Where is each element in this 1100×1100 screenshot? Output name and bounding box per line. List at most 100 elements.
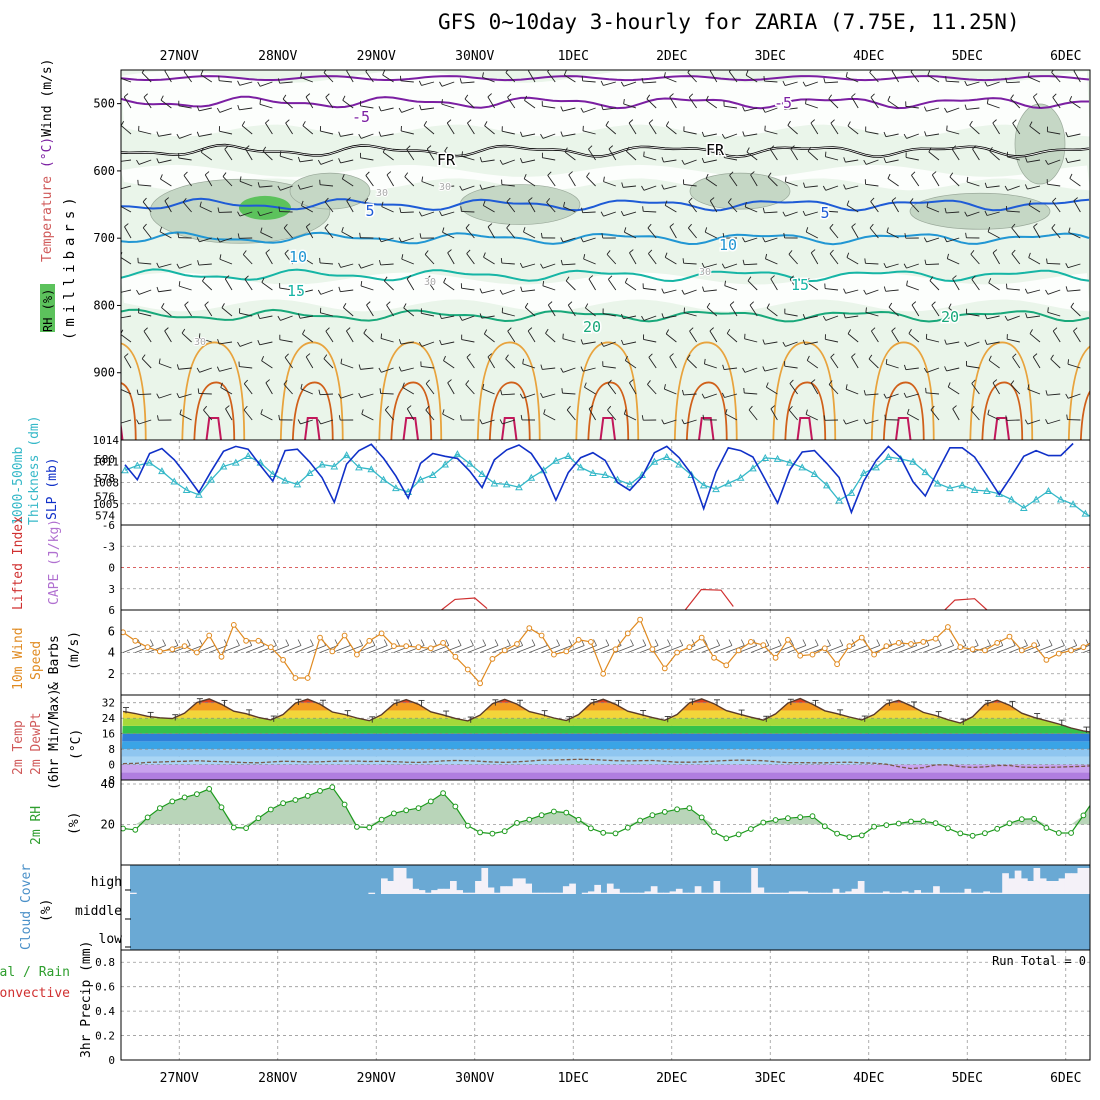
- wind-barb: [724, 393, 738, 398]
- wind-barb-10m-flag: [605, 639, 610, 646]
- wind-barb-flag: [465, 223, 470, 229]
- wind-barb: [360, 105, 374, 109]
- wind-barb-flag: [143, 93, 148, 98]
- wind-barb: [121, 77, 132, 83]
- wind-barb: [986, 211, 1000, 216]
- thickness-point: [872, 463, 880, 471]
- wind-barb-10m: [849, 645, 868, 653]
- wind-barb-flag: [323, 70, 327, 73]
- wind-barb-flag: [648, 353, 653, 358]
- wind-barb-flag: [642, 206, 644, 212]
- thickness-point: [724, 479, 733, 487]
- lifted-label: Lifted Index: [11, 516, 26, 610]
- wind-barb-flag: [324, 197, 329, 203]
- wind-barb: [421, 81, 435, 86]
- wind-barb: [239, 107, 253, 111]
- wind-barb-flag: [522, 358, 524, 364]
- wind-barb-flag: [863, 419, 867, 425]
- wind-barb-flag: [318, 389, 321, 395]
- wind-label-text: 10m Wind: [11, 627, 26, 690]
- wind-barb-flag: [527, 327, 533, 332]
- wind-unit: (m/s): [67, 631, 82, 670]
- thickness-point: [379, 475, 388, 483]
- wind-speed-point: [440, 640, 447, 646]
- wind-barb: [1006, 288, 1020, 291]
- wind-barb-flag: [161, 303, 165, 308]
- wind-barb-10m: [738, 645, 757, 653]
- wind-barb-flag: [971, 379, 976, 384]
- wind-barb: [406, 278, 415, 291]
- wind-barb: [567, 304, 576, 317]
- wind-barb-flag: [702, 286, 705, 292]
- wind-barb-flag: [460, 415, 462, 421]
- wind-barb-flag: [789, 275, 794, 280]
- wind-barb-flag: [1045, 390, 1048, 396]
- wind-speed-point: [1031, 642, 1037, 648]
- wind-barb: [524, 100, 536, 109]
- wind-barb-flag: [788, 405, 793, 411]
- wind-barb: [927, 74, 940, 83]
- bl-contour-outer: [772, 341, 837, 440]
- wind-barb-flag: [341, 226, 344, 232]
- wind-speed-point: [588, 639, 594, 645]
- wind-barb: [907, 413, 920, 421]
- wind-barb-flag: [297, 313, 301, 319]
- wind-barb-flag: [682, 258, 685, 264]
- thickness-point: [465, 459, 474, 467]
- wind-barb: [709, 200, 718, 213]
- wind-barb: [366, 304, 374, 317]
- wind-barb: [586, 176, 596, 187]
- wind-barb-flag: [325, 93, 330, 98]
- wind-barb-flag: [425, 379, 430, 384]
- wind-barb: [522, 263, 536, 268]
- wind-barb-flag: [689, 327, 694, 332]
- wind-barb: [121, 315, 132, 319]
- wind-speed-point: [1093, 637, 1098, 642]
- wind-barb-10m: [295, 645, 314, 653]
- wind-barb-flag: [386, 171, 392, 176]
- wind-barb: [886, 263, 899, 269]
- wind-barb: [284, 253, 293, 265]
- date-label-top: 29NOV: [357, 49, 396, 64]
- wind-barb: [244, 278, 253, 291]
- high-cloud-bar: [857, 881, 865, 894]
- wind-speed-point: [132, 637, 139, 644]
- wind-barb-flag: [986, 98, 989, 104]
- lifted-tick-label: 3: [108, 583, 115, 596]
- high-cloud-bar: [650, 886, 658, 894]
- wind-barb-flag: [568, 171, 573, 176]
- wind-barb: [845, 289, 859, 294]
- wind-barb-flag: [257, 182, 260, 188]
- wind-barb-flag: [338, 415, 341, 421]
- wind-barb: [360, 393, 374, 399]
- thickness-point: [736, 473, 745, 481]
- wind-barb: [225, 408, 233, 421]
- wind-barb-flag: [742, 259, 745, 265]
- contour-label: 15: [791, 276, 809, 294]
- wind-barb: [265, 382, 273, 395]
- wind-barb-flag: [806, 277, 810, 283]
- wind-speed-point: [144, 644, 151, 651]
- wind-barb: [948, 307, 960, 317]
- wind-barb: [542, 367, 556, 370]
- wind-barb-flag: [302, 329, 306, 335]
- wind-barb-flag: [970, 405, 975, 411]
- thickness-point: [859, 469, 868, 477]
- wind-barb: [280, 185, 293, 191]
- wind-barb-flag: [911, 301, 917, 306]
- thickness-point: [121, 466, 129, 474]
- wind-barb: [1028, 257, 1041, 265]
- wind-barb: [683, 130, 697, 135]
- wind-speed-point: [1068, 647, 1074, 654]
- wind-barb: [481, 159, 495, 163]
- thickness-point: [1095, 517, 1100, 523]
- wind-barb: [484, 125, 495, 135]
- rh-point: [144, 814, 151, 821]
- wind-barb-flag: [305, 353, 311, 358]
- wind-barb: [643, 287, 657, 291]
- wind-speed-point: [317, 634, 323, 641]
- wind-speed-point: [403, 643, 410, 649]
- wind-speed-point: [760, 642, 767, 648]
- wind-barb-10m-flag: [667, 639, 671, 646]
- lifted-index-line: [943, 598, 988, 610]
